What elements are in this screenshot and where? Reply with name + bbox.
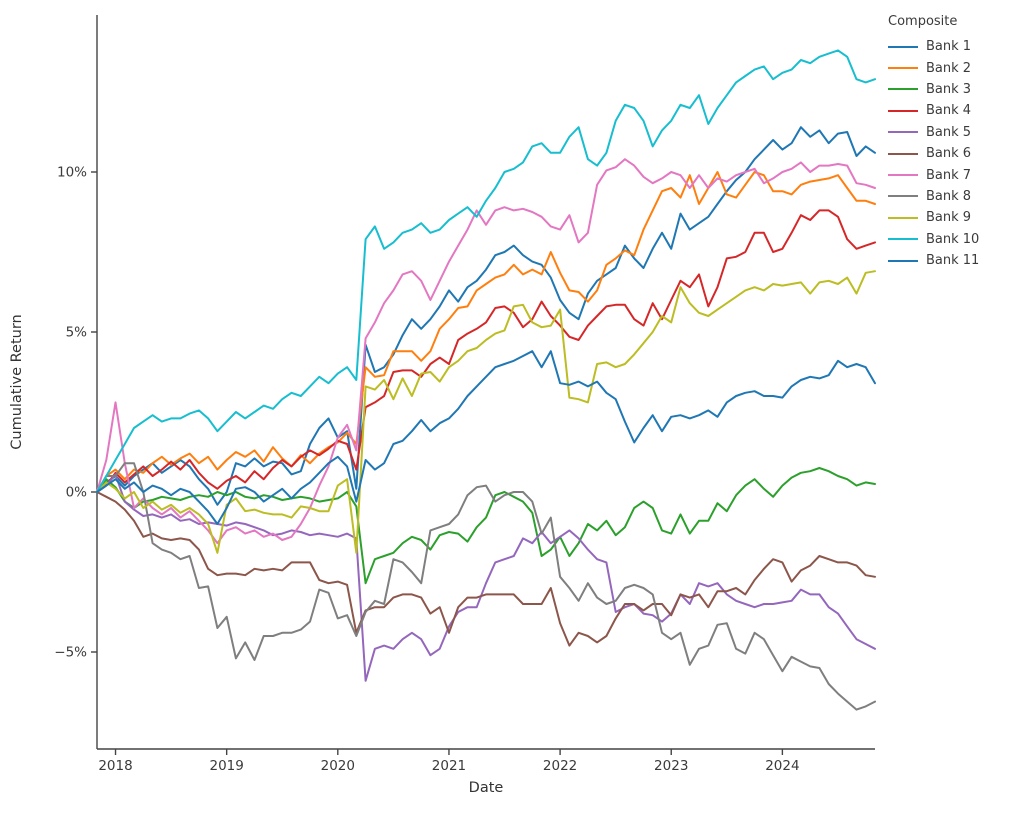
series-line-bank-10[interactable] bbox=[96, 49, 876, 493]
series-line-bank-3[interactable] bbox=[96, 467, 876, 585]
x-axis-title: Date bbox=[469, 780, 504, 796]
legend-line-swatch-icon bbox=[888, 67, 918, 70]
series-line-bank-2[interactable] bbox=[96, 171, 876, 493]
legend-line-swatch-icon bbox=[888, 109, 918, 112]
legend-item-bank-5[interactable]: Bank 5 bbox=[888, 122, 1018, 143]
series-line-bank-9[interactable] bbox=[96, 270, 876, 554]
legend-line-swatch-icon bbox=[888, 152, 918, 155]
legend-line-swatch-icon bbox=[888, 88, 918, 91]
y-tick-label: 10% bbox=[57, 165, 87, 181]
legend-line-swatch-icon bbox=[888, 259, 918, 262]
x-tick-label: 2020 bbox=[321, 758, 355, 774]
series-line-bank-4[interactable] bbox=[96, 209, 876, 493]
y-tick-label: −5% bbox=[54, 645, 87, 661]
legend-line-swatch-icon bbox=[888, 195, 918, 198]
legend-item-bank-10[interactable]: Bank 10 bbox=[888, 229, 1018, 250]
series-line-bank-8[interactable] bbox=[96, 462, 876, 711]
legend-line-swatch-icon bbox=[888, 45, 918, 48]
legend-item-label: Bank 1 bbox=[926, 39, 972, 55]
x-tick-label: 2021 bbox=[432, 758, 466, 774]
legend-item-bank-7[interactable]: Bank 7 bbox=[888, 164, 1018, 185]
legend-line-swatch-icon bbox=[888, 174, 918, 177]
legend-item-label: Bank 10 bbox=[926, 231, 980, 247]
legend-item-bank-11[interactable]: Bank 11 bbox=[888, 250, 1018, 271]
series-line-bank-1[interactable] bbox=[96, 126, 876, 506]
y-axis-title: Cumulative Return bbox=[9, 314, 25, 449]
legend-line-swatch-icon bbox=[888, 131, 918, 134]
x-tick-label: 2022 bbox=[543, 758, 577, 774]
legend-item-label: Bank 8 bbox=[926, 188, 972, 204]
series-line-bank-5[interactable] bbox=[96, 473, 876, 682]
legend-line-swatch-icon bbox=[888, 216, 918, 219]
series-line-bank-6[interactable] bbox=[96, 491, 876, 647]
series-line-bank-7[interactable] bbox=[96, 158, 876, 545]
legend: Composite Bank 1 Bank 2 Bank 3 Bank 4 Bank 5… bbox=[888, 14, 1018, 271]
legend-item-label: Bank 2 bbox=[926, 60, 972, 76]
y-tick-label: 0% bbox=[66, 485, 88, 501]
legend-item-bank-3[interactable]: Bank 3 bbox=[888, 79, 1018, 100]
axes: 10% 5% 0% −5% 2018 2019 2020 2021 2022 2023 2024 bbox=[54, 15, 875, 774]
legend-line-swatch-icon bbox=[888, 238, 918, 241]
x-tick-label: 2024 bbox=[765, 758, 799, 774]
y-tick-label: 5% bbox=[66, 325, 88, 341]
legend-item-label: Bank 11 bbox=[926, 253, 980, 269]
legend-item-bank-9[interactable]: Bank 9 bbox=[888, 207, 1018, 228]
series-line-bank-11[interactable] bbox=[96, 350, 876, 525]
x-tick-label: 2023 bbox=[654, 758, 688, 774]
legend-item-label: Bank 9 bbox=[926, 210, 972, 226]
legend-item-label: Bank 3 bbox=[926, 81, 972, 97]
legend-item-bank-8[interactable]: Bank 8 bbox=[888, 186, 1018, 207]
legend-item-label: Bank 7 bbox=[926, 167, 972, 183]
legend-items: Bank 1 Bank 2 Bank 3 Bank 4 Bank 5 Bank 6 Bank… bbox=[888, 36, 1018, 271]
legend-title: Composite bbox=[888, 14, 958, 29]
legend-item-bank-4[interactable]: Bank 4 bbox=[888, 100, 1018, 121]
x-tick-label: 2018 bbox=[98, 758, 132, 774]
legend-item-bank-6[interactable]: Bank 6 bbox=[888, 143, 1018, 164]
legend-item-label: Bank 5 bbox=[926, 124, 972, 140]
legend-item-bank-1[interactable]: Bank 1 bbox=[888, 36, 1018, 57]
x-tick-label: 2019 bbox=[209, 758, 243, 774]
series-lines bbox=[96, 49, 876, 711]
legend-item-bank-2[interactable]: Bank 2 bbox=[888, 57, 1018, 78]
legend-item-label: Bank 6 bbox=[926, 146, 972, 162]
legend-item-label: Bank 4 bbox=[926, 103, 972, 119]
